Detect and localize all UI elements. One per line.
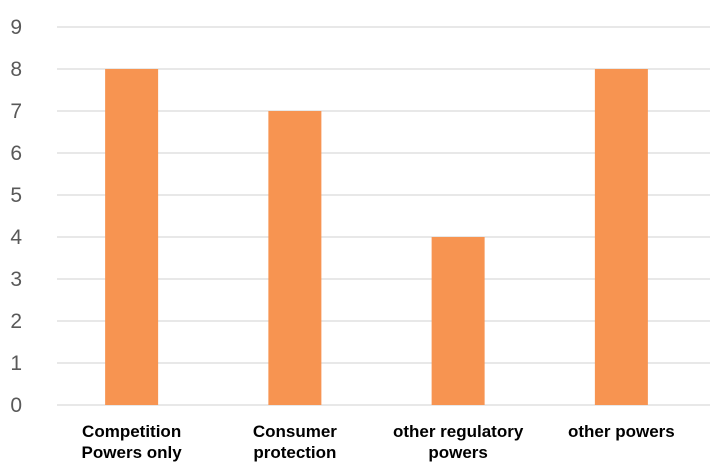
bar xyxy=(594,69,648,405)
y-tick-label: 7 xyxy=(10,100,22,123)
y-tick-label: 5 xyxy=(10,184,22,207)
bar xyxy=(105,69,159,405)
x-tick-label: powers xyxy=(428,443,488,462)
bar xyxy=(268,111,322,405)
y-tick-label: 6 xyxy=(10,142,22,165)
y-tick-label: 8 xyxy=(10,58,22,81)
y-tick-label: 1 xyxy=(10,352,22,375)
y-axis-ticks: 0 1 2 3 4 5 6 7 8 9 xyxy=(10,16,22,417)
y-tick-label: 3 xyxy=(10,268,22,291)
x-tick-label: other powers xyxy=(568,422,675,441)
x-tick-label: protection xyxy=(253,443,336,462)
y-tick-label: 2 xyxy=(10,310,22,333)
x-tick-label: Powers only xyxy=(82,443,183,462)
y-tick-label: 9 xyxy=(10,16,22,39)
y-tick-label: 4 xyxy=(10,226,22,249)
bars xyxy=(105,69,648,405)
x-axis-ticks: Competition Powers only Consumer protection… xyxy=(82,422,675,462)
x-tick-label: Consumer xyxy=(253,422,337,441)
gridlines xyxy=(57,26,710,406)
x-tick-label: other regulatory xyxy=(393,422,524,441)
y-tick-label: 0 xyxy=(10,394,22,417)
bar xyxy=(431,237,485,405)
x-tick-label: Competition xyxy=(82,422,181,441)
